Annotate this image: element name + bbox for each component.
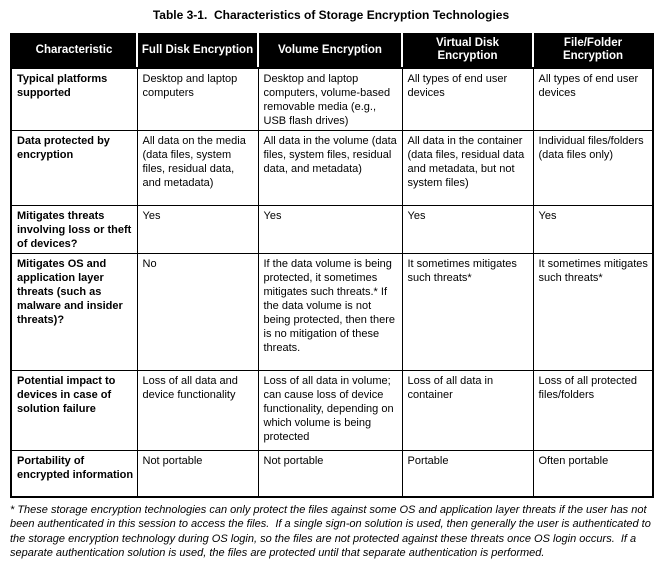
column-header-virtual-disk: Virtual Disk Encryption xyxy=(401,34,533,69)
table-cell: Yes xyxy=(257,205,403,254)
storage-encryption-table: Characteristic Full Disk Encryption Volu… xyxy=(10,33,654,498)
table-cell: All types of end user devices xyxy=(401,67,534,131)
table-cell: Loss of all data in container xyxy=(401,370,534,451)
table-cell: No xyxy=(136,253,259,371)
table-cell: Desktop and laptop computers, volume-bas… xyxy=(257,67,403,131)
table-footnote: * These storage encryption technologies … xyxy=(10,503,654,560)
table-cell: If the data volume is being protected, i… xyxy=(257,253,403,371)
row-header-cell: Mitigates threats involving loss or thef… xyxy=(10,205,138,254)
table-row: Portability of encrypted information Not… xyxy=(10,450,654,497)
column-header-full-disk: Full Disk Encryption xyxy=(136,34,258,69)
table-row: Potential impact to devices in case of s… xyxy=(10,370,654,451)
table-row: Data protected by encryption All data on… xyxy=(10,130,654,206)
table-cell: Not portable xyxy=(136,450,259,497)
table-cell: It sometimes mitigates such threats* xyxy=(532,253,654,371)
table-row: Mitigates threats involving loss or thef… xyxy=(10,205,654,254)
column-header-characteristic: Characteristic xyxy=(11,34,137,69)
table-cell: Portable xyxy=(401,450,534,497)
table-cell: Yes xyxy=(401,205,534,254)
table-cell: All data in the container (data files, r… xyxy=(401,130,534,206)
row-header-cell: Mitigates OS and application layer threa… xyxy=(10,253,138,371)
table-cell: Not portable xyxy=(257,450,403,497)
column-header-volume: Volume Encryption xyxy=(257,34,402,69)
table-cell: Loss of all data in volume; can cause lo… xyxy=(257,370,403,451)
table-cell: Yes xyxy=(136,205,259,254)
table-row: Typical platforms supported Desktop and … xyxy=(10,67,654,131)
table-cell: Yes xyxy=(532,205,654,254)
row-header-cell: Typical platforms supported xyxy=(10,67,138,131)
row-header-cell: Portability of encrypted information xyxy=(10,450,138,497)
table-cell: All types of end user devices xyxy=(532,67,654,131)
table-cell: Loss of all protected files/folders xyxy=(532,370,654,451)
table-cell: Individual files/folders (data files onl… xyxy=(532,130,654,206)
table-cell: Often portable xyxy=(532,450,654,497)
table-cell: All data on the media (data files, syste… xyxy=(136,130,259,206)
header-row: Characteristic Full Disk Encryption Volu… xyxy=(11,34,653,69)
table-cell: All data in the volume (data files, syst… xyxy=(257,130,403,206)
row-header-cell: Data protected by encryption xyxy=(10,130,138,206)
table-cell: Desktop and laptop computers xyxy=(136,67,259,131)
table-cell: Loss of all data and device functionalit… xyxy=(136,370,259,451)
table-row: Mitigates OS and application layer threa… xyxy=(10,253,654,371)
column-header-file-folder: File/Folder Encryption xyxy=(532,34,653,69)
table-title: Table 3-1. Characteristics of Storage En… xyxy=(152,8,510,22)
row-header-cell: Potential impact to devices in case of s… xyxy=(10,370,138,451)
table-cell: It sometimes mitigates such threats* xyxy=(401,253,534,371)
